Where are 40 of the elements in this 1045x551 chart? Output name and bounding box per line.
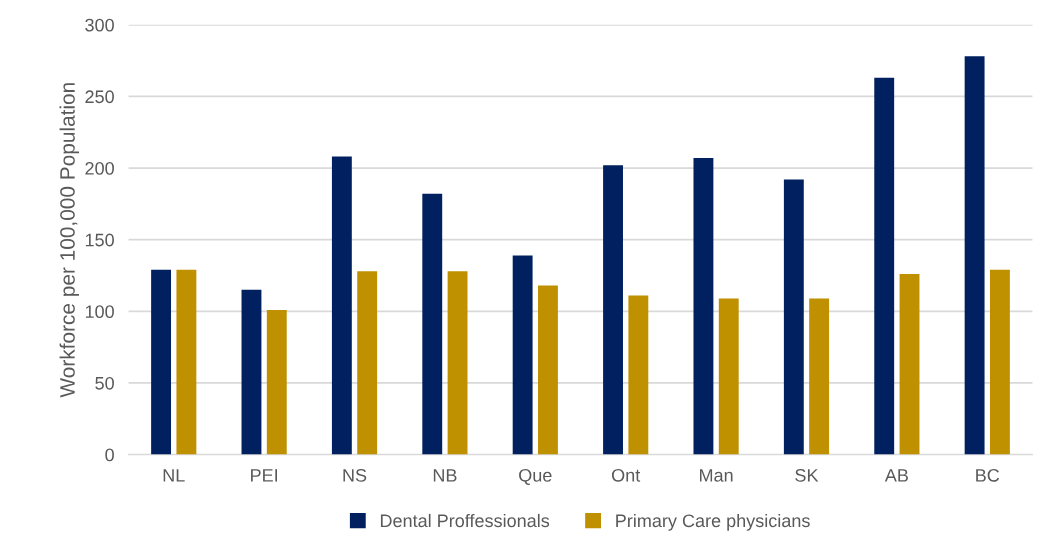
bar (718, 298, 739, 455)
y-tick-label: 300 (85, 18, 114, 32)
bar (266, 309, 287, 455)
x-tick-label: Que (519, 468, 552, 485)
legend-label: Primary Care physicians (616, 513, 810, 531)
bar (989, 269, 1010, 455)
legend-label: Dental Proffessionals (380, 513, 550, 528)
bar (899, 274, 920, 455)
y-tick-label: 250 (85, 90, 114, 104)
x-tick-label: NB (433, 469, 457, 482)
bar (447, 271, 468, 455)
bar (241, 289, 262, 455)
bar (331, 156, 352, 455)
bar (874, 77, 895, 455)
bar (422, 193, 443, 455)
y-tick-label: 0 (105, 448, 114, 462)
x-tick-label: Ont (612, 468, 641, 482)
bar (512, 255, 533, 455)
y-tick-label: 50 (95, 376, 114, 390)
bar (628, 295, 649, 455)
bar (783, 179, 804, 455)
x-tick-label: AB (884, 469, 908, 482)
x-tick-label: PEI (251, 469, 278, 482)
bar (693, 158, 714, 455)
x-tick-label: Man (700, 469, 733, 482)
bar (964, 56, 985, 455)
bar (357, 271, 378, 455)
bar (151, 269, 172, 455)
y-axis-title: Workforce per 100,000 Population (59, 83, 79, 398)
x-tick-label: NS (343, 468, 367, 482)
bar (603, 165, 623, 455)
x-tick-label: SK (795, 468, 819, 482)
bar (538, 285, 558, 455)
y-tick-label: 200 (85, 161, 114, 175)
y-tick-label: 100 (85, 305, 114, 319)
y-tick-label: 150 (85, 233, 114, 247)
bar (809, 298, 830, 455)
x-tick-label: BC (976, 468, 1000, 482)
x-tick-label: NL (163, 469, 185, 482)
bar (176, 269, 197, 455)
